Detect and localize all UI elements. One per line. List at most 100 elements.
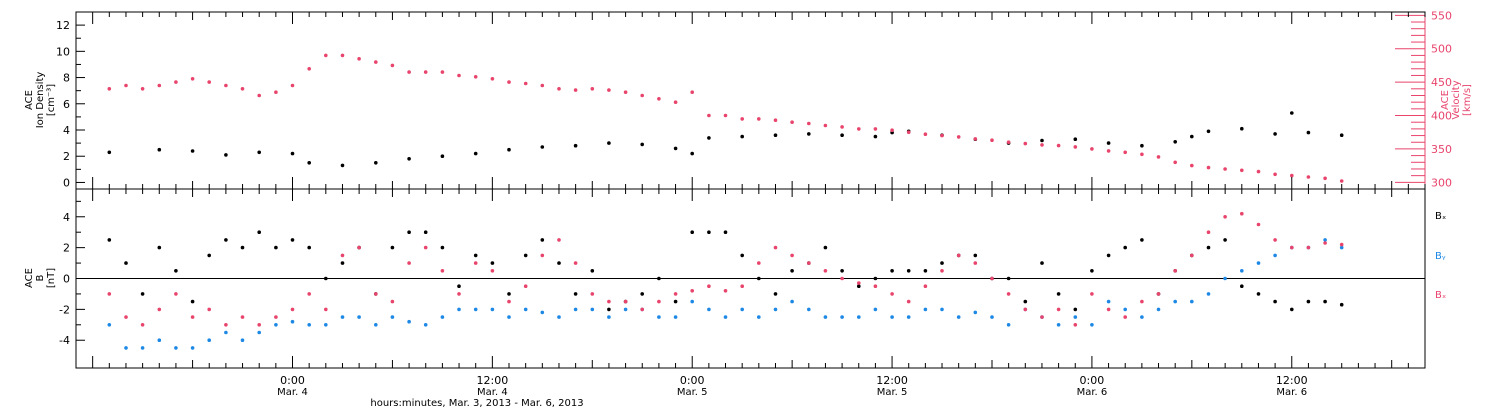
bz-point: [956, 253, 961, 258]
bz-point: [340, 253, 345, 258]
magnetic-field-panel: -4 -2 0 2 4 ACEB[nT] Bₓ Bᵧ Bₓ: [24, 188, 1446, 369]
bz-point: [407, 261, 411, 265]
bz-point: [540, 253, 545, 258]
bx-point: [324, 276, 328, 281]
by-point: [1256, 261, 1261, 265]
by-point: [790, 299, 794, 304]
density-point: [540, 145, 545, 149]
by-point: [906, 315, 911, 319]
density-point: [1273, 132, 1277, 136]
bz-point: [923, 284, 928, 289]
bz-point: [257, 323, 262, 327]
bz-point: [1006, 292, 1011, 296]
bx-point: [923, 269, 928, 273]
bx-point: [207, 253, 211, 258]
bz-point: [657, 299, 661, 304]
field-tick-label: -2: [59, 303, 70, 316]
velocity-point: [1240, 168, 1244, 173]
bx-point: [1140, 238, 1144, 242]
velocity-point: [407, 70, 411, 74]
density-point: [1040, 138, 1044, 143]
by-point: [440, 315, 445, 319]
velocity-point: [623, 90, 628, 94]
bz-point: [240, 315, 245, 319]
density-point: [690, 151, 694, 156]
bz-point: [940, 269, 944, 273]
bx-point: [257, 230, 262, 234]
velocity-point: [207, 80, 211, 84]
bz-point: [590, 292, 595, 296]
bz-point: [840, 276, 844, 281]
x-tick-date: Mar. 6: [1276, 387, 1307, 398]
velocity-point: [940, 133, 944, 138]
velocity-point: [1256, 169, 1261, 174]
velocity-point: [440, 70, 445, 74]
by-point: [457, 307, 461, 312]
density-axis-title-line: Ion Density: [35, 72, 46, 129]
by-point: [773, 307, 778, 312]
bz-point: [1306, 245, 1311, 250]
bx-point: [1306, 299, 1311, 304]
bx-point: [307, 245, 312, 250]
bz-point: [757, 261, 761, 265]
velocity-point: [906, 130, 911, 134]
density-axis-title: ACEIon Density[cm⁻³]: [24, 72, 57, 129]
by-point: [307, 323, 312, 327]
by-point: [124, 346, 128, 350]
density-axis-title-line: ACE: [24, 90, 35, 110]
bx-label: Bₓ: [1435, 211, 1446, 222]
density-point: [707, 136, 711, 140]
bx-point: [790, 269, 794, 273]
density-tick-label: 10: [56, 45, 70, 58]
bx-point: [690, 230, 694, 234]
velocity-point: [1106, 149, 1111, 153]
by-point: [557, 315, 561, 319]
density-point: [407, 157, 411, 161]
velocity-point: [473, 75, 478, 79]
velocity-point: [523, 81, 528, 86]
bx-point: [1339, 302, 1344, 307]
bx-point: [340, 261, 345, 265]
velocity-point: [740, 117, 744, 121]
density-point: [807, 132, 811, 136]
by-point: [257, 330, 262, 335]
by-point: [274, 323, 278, 327]
bx-point: [1240, 284, 1244, 289]
bx-point: [573, 292, 578, 296]
x-tick-time: 12:00: [876, 374, 908, 387]
x-tick-date: Mar. 6: [1077, 387, 1108, 398]
by-point: [207, 338, 211, 343]
bx-point: [190, 299, 195, 304]
density-point: [1106, 141, 1111, 145]
field-tick-label: 0: [63, 273, 70, 286]
bz-point: [573, 261, 578, 265]
by-point: [1240, 269, 1244, 273]
by-point: [923, 307, 928, 312]
density-axis-title-line: [cm⁻³]: [46, 84, 57, 116]
by-point: [190, 346, 195, 350]
bx-point: [540, 238, 545, 242]
velocity-point: [1173, 160, 1177, 165]
by-point: [1140, 315, 1144, 319]
density-tick-label: 8: [63, 72, 70, 85]
by-point: [174, 346, 178, 350]
by-point: [107, 323, 112, 327]
bx-point: [523, 253, 528, 258]
by-point: [840, 315, 844, 319]
bx-point: [740, 253, 744, 258]
density-point: [107, 150, 112, 155]
by-point: [540, 310, 545, 315]
bx-point: [490, 261, 495, 265]
bz-point: [890, 292, 894, 296]
by-point: [1273, 253, 1277, 258]
bx-point: [1290, 307, 1294, 312]
velocity-point: [723, 113, 728, 118]
velocity-point: [257, 93, 262, 98]
bx-point: [124, 261, 128, 265]
bx-point: [873, 276, 878, 281]
velocity-point: [1123, 150, 1127, 155]
velocity-point: [157, 83, 162, 88]
x-tick-date: Mar. 5: [877, 387, 908, 398]
velocity-point: [124, 83, 128, 88]
